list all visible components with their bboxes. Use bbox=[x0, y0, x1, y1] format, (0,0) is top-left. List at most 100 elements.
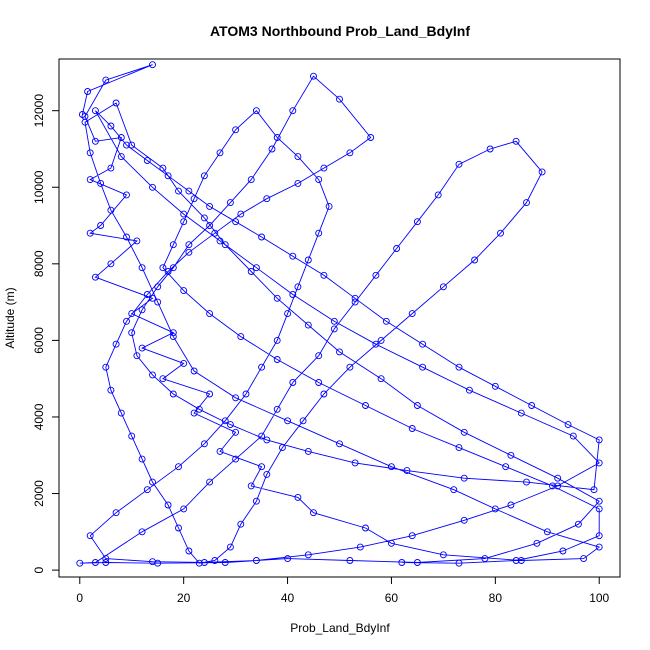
data-point bbox=[294, 179, 302, 187]
data-point bbox=[523, 478, 530, 486]
x-tick-label: 0 bbox=[76, 591, 83, 605]
data-point bbox=[320, 390, 328, 398]
data-point bbox=[434, 191, 442, 199]
data-point bbox=[273, 134, 281, 141]
data-point bbox=[512, 137, 520, 145]
data-point bbox=[112, 509, 120, 517]
y-tick-label: 0 bbox=[32, 566, 46, 573]
data-point bbox=[569, 432, 577, 440]
data-point bbox=[180, 210, 188, 218]
data-point bbox=[185, 241, 193, 249]
data-point bbox=[232, 428, 240, 436]
data-point bbox=[86, 149, 94, 157]
data-point bbox=[232, 126, 240, 134]
data-point bbox=[258, 463, 266, 471]
data-point bbox=[252, 107, 260, 115]
data-point bbox=[154, 559, 162, 567]
data-point bbox=[81, 118, 89, 126]
data-point bbox=[408, 425, 416, 432]
data-point bbox=[86, 532, 94, 540]
data-point bbox=[175, 187, 182, 195]
data-point bbox=[206, 222, 214, 229]
data-point bbox=[289, 107, 297, 115]
data-point bbox=[595, 459, 603, 467]
data-point bbox=[517, 409, 525, 417]
data-point bbox=[247, 482, 255, 490]
data-point bbox=[346, 149, 354, 157]
data-point bbox=[206, 478, 214, 486]
data-point bbox=[419, 340, 427, 348]
data-point bbox=[252, 497, 260, 505]
data-point bbox=[284, 555, 292, 563]
data-point bbox=[149, 294, 156, 302]
data-point bbox=[159, 164, 167, 172]
data-point bbox=[455, 363, 463, 371]
data-point bbox=[185, 547, 193, 555]
data-point bbox=[554, 482, 562, 490]
data-point bbox=[112, 99, 120, 107]
x-tick-label: 40 bbox=[281, 591, 295, 605]
data-point bbox=[128, 432, 136, 440]
data-point bbox=[76, 559, 84, 567]
data-point bbox=[455, 444, 463, 452]
chart-title: ATOM3 Northbound Prob_Land_BdyInf bbox=[210, 23, 470, 39]
data-point bbox=[154, 283, 162, 291]
data-point bbox=[263, 470, 271, 478]
data-point bbox=[97, 179, 105, 187]
data-point bbox=[258, 233, 266, 241]
data-point bbox=[351, 459, 359, 467]
data-point bbox=[232, 455, 240, 463]
data-point bbox=[102, 363, 110, 371]
data-point bbox=[247, 268, 255, 275]
data-point bbox=[367, 134, 375, 141]
data-point bbox=[320, 271, 328, 279]
data-point bbox=[91, 137, 99, 145]
data-point bbox=[387, 463, 395, 471]
data-point bbox=[133, 352, 141, 360]
data-point bbox=[450, 486, 458, 494]
x-tick-label: 80 bbox=[489, 591, 503, 605]
data-point bbox=[128, 310, 136, 318]
data-point bbox=[284, 417, 292, 425]
data-point bbox=[502, 463, 510, 471]
data-point bbox=[107, 206, 115, 214]
data-point bbox=[107, 164, 115, 172]
x-tick-label: 100 bbox=[589, 591, 609, 605]
data-point bbox=[320, 164, 328, 172]
data-point bbox=[465, 386, 473, 394]
data-point bbox=[538, 168, 546, 176]
y-tick-label: 4000 bbox=[32, 403, 46, 430]
data-point bbox=[356, 543, 364, 551]
data-point bbox=[486, 145, 494, 153]
data-point bbox=[138, 344, 146, 352]
data-point bbox=[112, 340, 120, 348]
data-point bbox=[387, 539, 395, 547]
y-tick-label: 6000 bbox=[32, 327, 46, 354]
data-point bbox=[273, 356, 281, 363]
data-point bbox=[117, 409, 125, 417]
data-point bbox=[107, 260, 115, 268]
data-point bbox=[133, 237, 141, 245]
data-point bbox=[107, 122, 115, 130]
data-point bbox=[372, 271, 380, 279]
data-point bbox=[123, 233, 130, 241]
data-point bbox=[564, 421, 572, 429]
data-point bbox=[226, 421, 234, 429]
data-point bbox=[149, 558, 156, 566]
data-point bbox=[491, 382, 499, 390]
data-point bbox=[278, 444, 286, 452]
data-point bbox=[517, 557, 525, 564]
data-point bbox=[143, 486, 151, 494]
x-axis: 0 20 40 60 80 100 bbox=[76, 576, 610, 605]
data-point bbox=[200, 559, 208, 566]
data-point bbox=[237, 333, 245, 341]
data-point bbox=[242, 390, 250, 398]
data-point bbox=[455, 559, 463, 567]
data-point bbox=[169, 264, 177, 272]
data-point bbox=[299, 417, 307, 425]
data-point bbox=[143, 291, 151, 298]
data-point bbox=[403, 467, 411, 475]
data-point bbox=[398, 559, 406, 566]
data-point bbox=[460, 428, 468, 436]
data-point bbox=[159, 264, 167, 272]
